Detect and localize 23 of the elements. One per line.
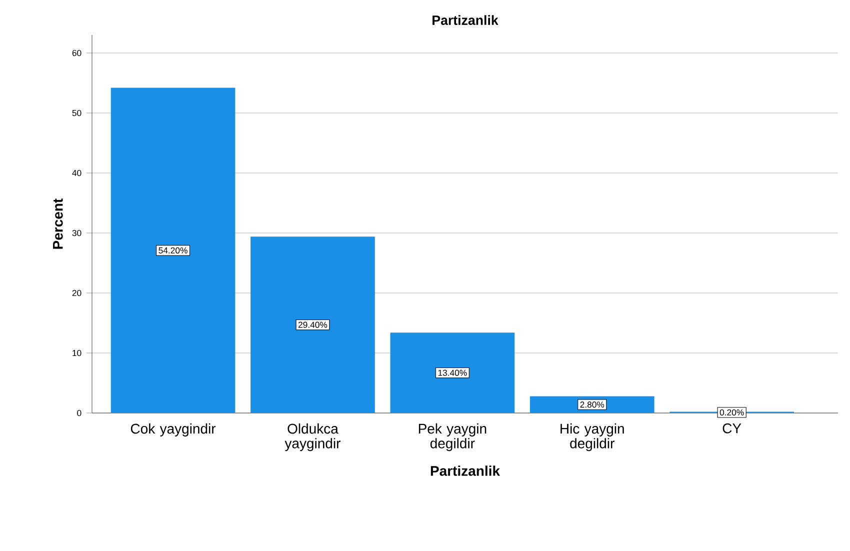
x-tick-label: Cok yaygindir (130, 423, 216, 436)
bar (110, 88, 236, 414)
data-label: 0.20% (720, 409, 744, 416)
x-tick-label: Hic yaygin degildir (560, 423, 624, 452)
data-label: 29.40% (298, 322, 328, 328)
bar (390, 332, 515, 414)
y-tick-label: 20 (72, 290, 82, 296)
x-axis-title: Partizanlik (430, 466, 500, 476)
x-tick-label: Pek yaygin degildir (418, 423, 486, 452)
y-tick-label: 0 (77, 410, 82, 416)
y-tick-label: 50 (72, 110, 82, 116)
y-tick-label: 30 (72, 230, 82, 236)
chart-title: Partizanlik (432, 15, 498, 25)
y-axis-title: Percent (53, 198, 63, 249)
y-tick-label: 40 (72, 170, 82, 176)
bar (250, 236, 375, 414)
data-label: 54.20% (158, 247, 188, 254)
data-label: 13.40% (438, 370, 467, 376)
y-tick-label: 60 (72, 50, 82, 56)
x-tick-label: CY (722, 423, 742, 434)
y-tick-label: 10 (72, 350, 82, 356)
data-label: 2.80% (580, 402, 604, 408)
x-tick-label: Oldukca yaygindir (284, 423, 340, 452)
